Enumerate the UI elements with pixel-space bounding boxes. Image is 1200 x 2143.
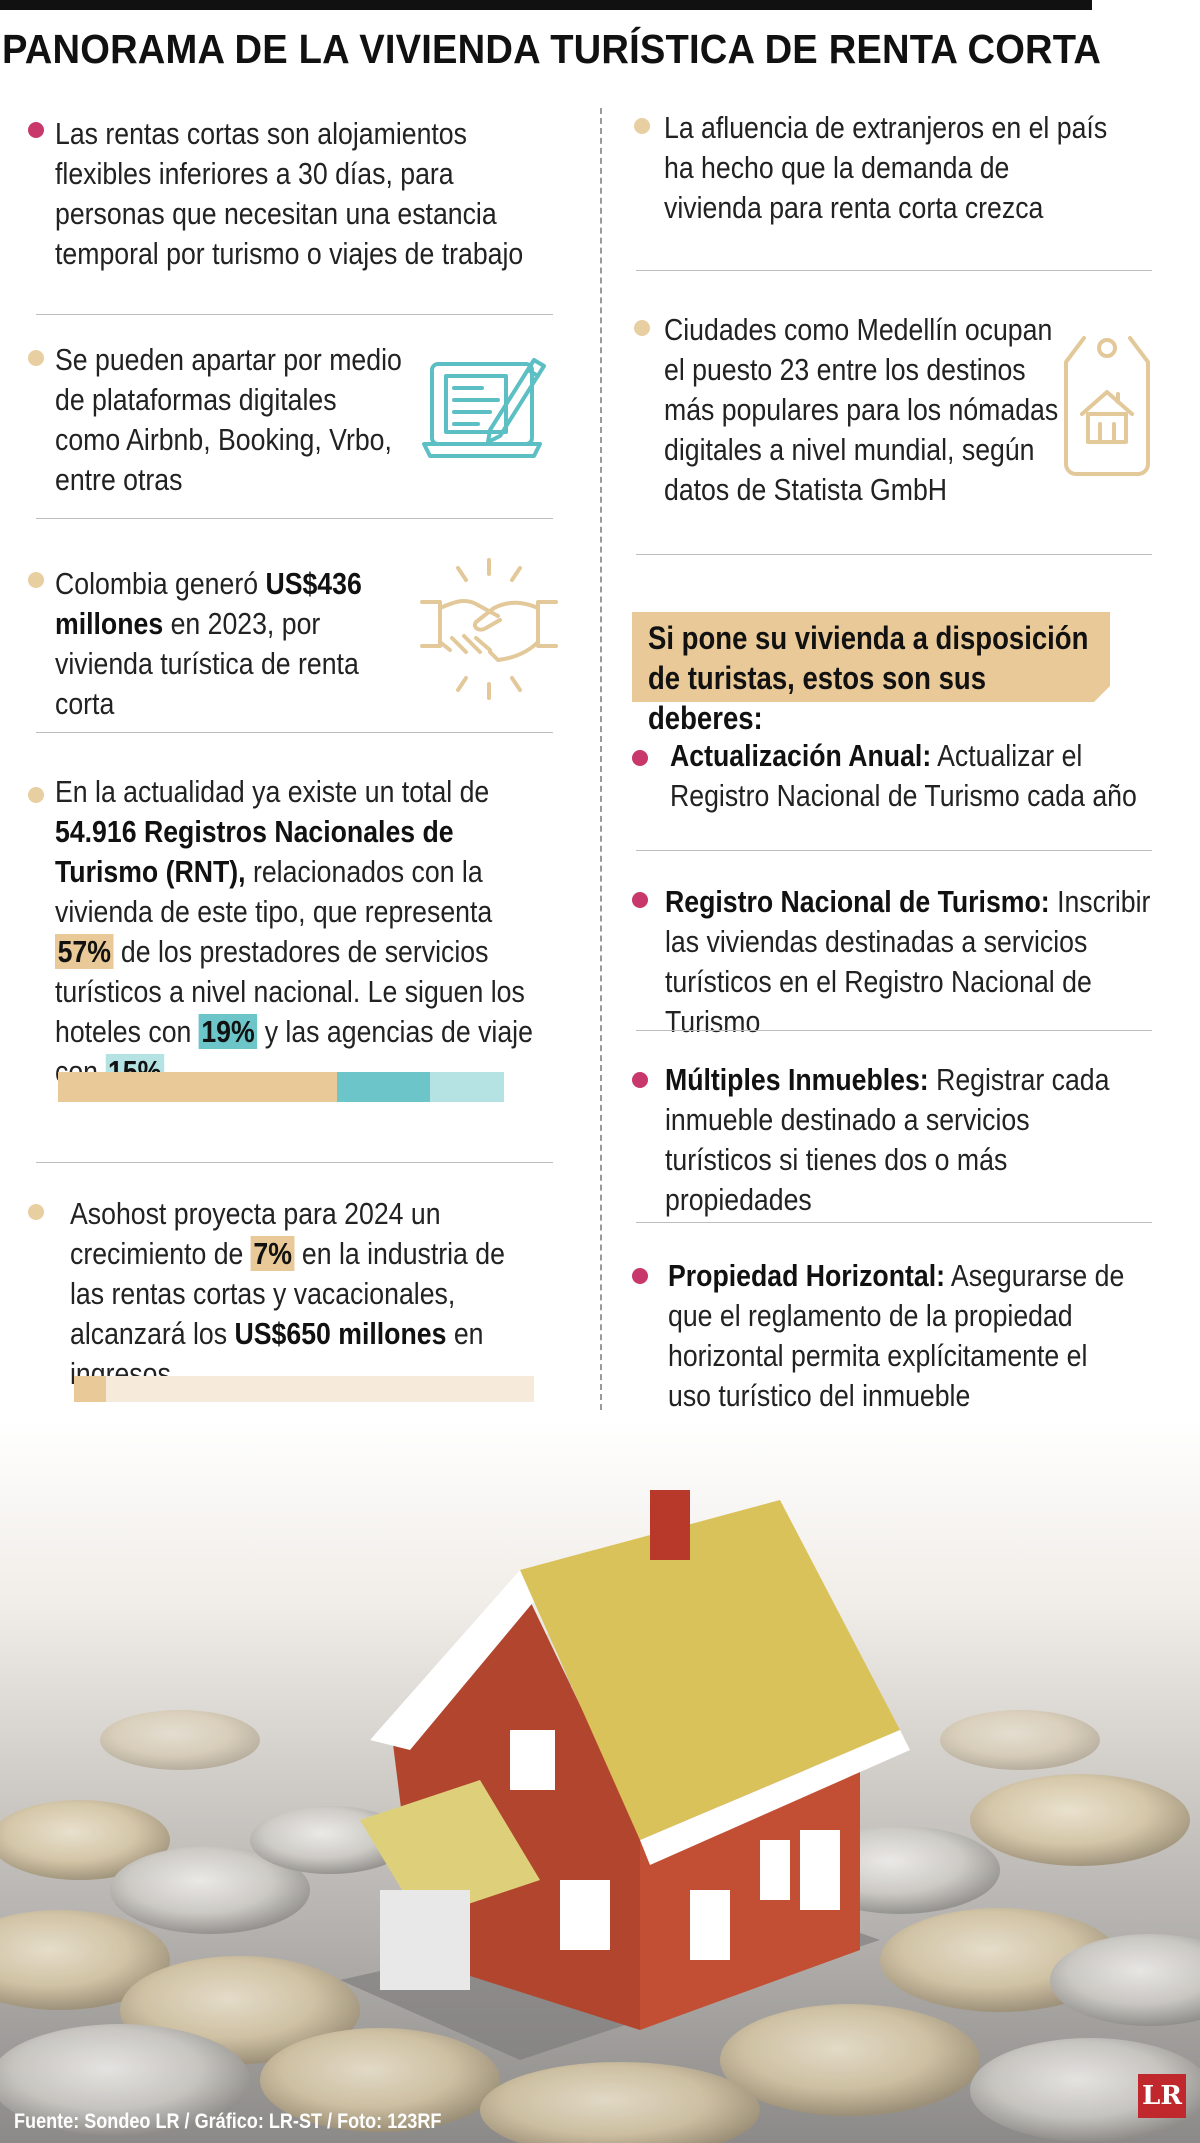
bullet-dot	[634, 320, 650, 336]
house-on-coins-photo	[0, 1420, 1200, 2143]
growth-bar	[74, 1376, 534, 1402]
callout-corner	[1094, 686, 1110, 702]
bullet-dot	[632, 1268, 648, 1284]
item-text: La afluencia de extranjeros en el país h…	[664, 110, 1108, 225]
bullet-dot	[28, 572, 44, 588]
duty-text: Registro Nacional de Turismo: Inscribir …	[665, 882, 1174, 1042]
item-text: Colombia generó US$436 millones en 2023,…	[55, 564, 424, 724]
text-mid: relacionados con la vivienda de este tip…	[55, 854, 493, 929]
duty-title: Actualización Anual:	[670, 738, 932, 773]
duty-title: Registro Nacional de Turismo:	[665, 884, 1050, 919]
separator	[36, 314, 553, 315]
item-text: Se pueden apartar por medio de plataform…	[55, 342, 402, 497]
separator	[636, 1222, 1152, 1223]
duty-item: Propiedad Horizontal: Asegurarse de que …	[668, 1256, 1138, 1416]
duty-text: Propiedad Horizontal: Asegurarse de que …	[668, 1256, 1137, 1416]
text-pre: Colombia generó	[55, 566, 266, 601]
bullet-dot	[632, 750, 648, 766]
house-tag-icon	[1064, 336, 1150, 476]
separator	[36, 732, 553, 733]
text-pre: En la actualidad ya existe un total de	[55, 774, 490, 809]
column-divider	[600, 108, 602, 1410]
source-credit: Fuente: Sondeo LR / Gráfico: LR-ST / Fot…	[14, 2110, 442, 2133]
bar-segment-agencias	[430, 1072, 504, 1102]
item-text: En la actualidad ya existe un total de 5…	[55, 772, 554, 1092]
item-medellin: Ciudades como Medellín ocupan el puesto …	[664, 310, 1064, 510]
lr-logo: LR	[1138, 2074, 1186, 2118]
text-bold: 54.916 Registros Nacionales de Turismo (…	[55, 814, 454, 889]
separator	[636, 554, 1152, 555]
item-registros-rnt: En la actualidad ya existe un total de 5…	[55, 772, 555, 1092]
duty-item: Registro Nacional de Turismo: Inscribir …	[665, 882, 1175, 1042]
duty-title: Múltiples Inmuebles:	[665, 1062, 929, 1097]
pct-crecimiento: 7%	[250, 1236, 295, 1271]
pct-hoteles: 19%	[198, 1014, 258, 1049]
share-bar	[58, 1072, 504, 1102]
separator	[36, 1162, 553, 1163]
item-rentas-cortas: Las rentas cortas son alojamientos flexi…	[55, 114, 525, 274]
item-colombia-genero: Colombia generó US$436 millones en 2023,…	[55, 564, 425, 724]
bullet-dot	[634, 118, 650, 134]
house-coins-illustration	[0, 1420, 1200, 2143]
text-bold: US$436 millones	[55, 566, 362, 641]
bar-segment-hoteles	[337, 1072, 431, 1102]
duty-body: Inscribir las viviendas destinadas a ser…	[665, 884, 1151, 1039]
bullet-dot	[28, 122, 44, 138]
growth-bar-fill	[74, 1376, 107, 1402]
text-bold: US$650 millones	[234, 1316, 447, 1351]
duty-body: Asegurarse de que el reglamento de la pr…	[668, 1258, 1125, 1413]
duty-text: Actualización Anual: Actualizar el Regis…	[670, 736, 1139, 816]
bullet-dot	[632, 892, 648, 908]
text-mid: en la industria de las rentas cortas y v…	[70, 1236, 505, 1351]
duty-title: Propiedad Horizontal:	[668, 1258, 945, 1293]
item-asohost: Asohost proyecta para 2024 un crecimient…	[70, 1194, 540, 1394]
bullet-dot	[28, 350, 44, 366]
bullet-dot	[632, 1072, 648, 1088]
duty-item: Múltiples Inmuebles: Registrar cada inmu…	[665, 1060, 1135, 1220]
bullet-dot	[28, 787, 44, 803]
text-post: en 2023, por vivienda turística de renta…	[55, 606, 359, 721]
item-afluencia: La afluencia de extranjeros en el país h…	[664, 108, 1114, 228]
duties-heading-box: Si pone su vivienda a disposición de tur…	[632, 612, 1110, 736]
item-text: Ciudades como Medellín ocupan el puesto …	[664, 312, 1059, 507]
pct-viviendas: 57%	[55, 934, 114, 969]
duty-body: Actualizar el Registro Nacional de Turis…	[670, 738, 1137, 813]
duty-item: Actualización Anual: Actualizar el Regis…	[670, 736, 1140, 816]
bullet-dot	[28, 1204, 44, 1220]
item-plataformas: Se pueden apartar por medio de plataform…	[55, 340, 405, 500]
text-pre: Asohost proyecta para 2024 un crecimient…	[70, 1196, 441, 1271]
page-title: PANORAMA DE LA VIVIENDA TURÍSTICA DE REN…	[2, 26, 1102, 72]
growth-bar-track	[74, 1376, 534, 1402]
item-text: Asohost proyecta para 2024 un crecimient…	[70, 1194, 539, 1394]
laptop-document-pen-icon	[422, 358, 546, 458]
separator	[636, 270, 1152, 271]
handshake-icon	[420, 558, 558, 700]
separator	[636, 850, 1152, 851]
item-text: Las rentas cortas son alojamientos flexi…	[55, 116, 524, 271]
separator	[636, 1030, 1152, 1031]
text-mid2: de los prestadores de servicios turístic…	[55, 934, 525, 1049]
duties-heading: Si pone su vivienda a disposición de tur…	[648, 618, 1095, 738]
separator	[36, 518, 553, 519]
top-rule	[0, 0, 1092, 10]
bar-segment-viviendas	[58, 1072, 338, 1102]
duty-body: Registrar cada inmueble destinado a serv…	[665, 1062, 1110, 1217]
duties-heading-text: Si pone su vivienda a disposición de tur…	[648, 620, 1089, 736]
duty-text: Múltiples Inmuebles: Registrar cada inmu…	[665, 1060, 1134, 1220]
